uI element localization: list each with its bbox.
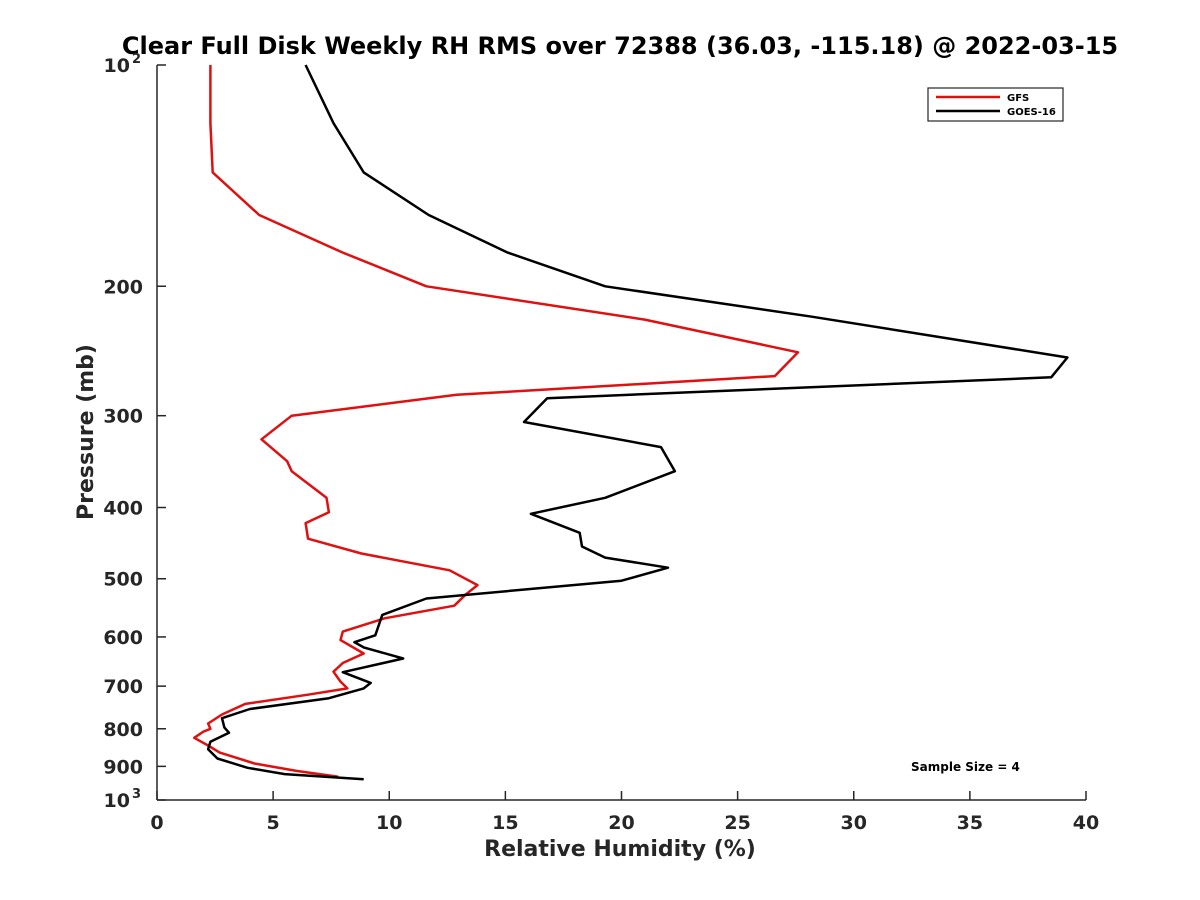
y-tick-label: 400: [103, 498, 143, 520]
plot-area: 0 5 10 15 20 25 30 35 40 10 220030040050060070080…: [103, 52, 1099, 834]
y-tick-label: 300: [103, 406, 143, 428]
y-tick-label: 700: [103, 676, 143, 698]
y-tick-label: 800: [103, 719, 143, 741]
x-tick-label: 25: [724, 812, 750, 834]
y-axis-label: Pressure (mb): [74, 344, 99, 520]
x-ticks: 0 5 10 15 20 25 30 35 40: [150, 791, 1099, 834]
x-axis-label: Relative Humidity (%): [484, 837, 756, 862]
y-tick-label: 200: [103, 276, 143, 298]
x-tick-label: 0: [150, 812, 163, 834]
x-tick-label: 5: [267, 812, 280, 834]
legend-label-gfs: GFS: [1007, 93, 1029, 104]
legend: GFS GOES-16: [927, 87, 1064, 122]
y-tick-label: 10: [104, 55, 130, 77]
sample-size-annotation: Sample Size = 4: [911, 760, 1020, 774]
x-tick-label: 30: [841, 812, 867, 834]
y-tick-exponent: 3: [132, 787, 141, 802]
y-tick-label: 600: [103, 627, 143, 649]
x-tick-label: 10: [376, 812, 402, 834]
chart-title: Clear Full Disk Weekly RH RMS over 72388…: [122, 32, 1118, 60]
x-tick-label: 40: [1073, 812, 1099, 834]
series-line-gfs: [192, 65, 800, 779]
series-line-goes16: [206, 64, 1069, 781]
y-tick-label: 500: [103, 569, 143, 591]
y-tick-label: 900: [103, 756, 143, 778]
series-layer: [192, 64, 1069, 781]
x-tick-label: 20: [608, 812, 634, 834]
legend-label-goes16: GOES-16: [1007, 107, 1056, 118]
y-tick-label: 10: [104, 790, 130, 812]
x-tick-label: 35: [957, 812, 983, 834]
x-tick-label: 15: [492, 812, 518, 834]
y-tick-exponent: 2: [132, 52, 141, 67]
legend-box: [927, 87, 1064, 122]
